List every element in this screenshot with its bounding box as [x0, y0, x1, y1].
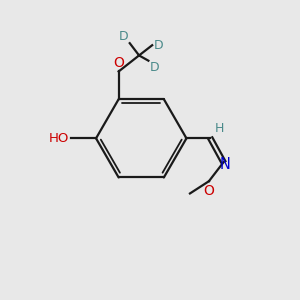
Text: O: O — [113, 56, 124, 70]
Text: N: N — [220, 157, 230, 172]
Text: D: D — [154, 39, 163, 52]
Text: HO: HO — [49, 132, 69, 145]
Text: D: D — [150, 61, 160, 74]
Text: D: D — [118, 30, 128, 43]
Text: O: O — [203, 184, 214, 198]
Text: H: H — [214, 122, 224, 135]
